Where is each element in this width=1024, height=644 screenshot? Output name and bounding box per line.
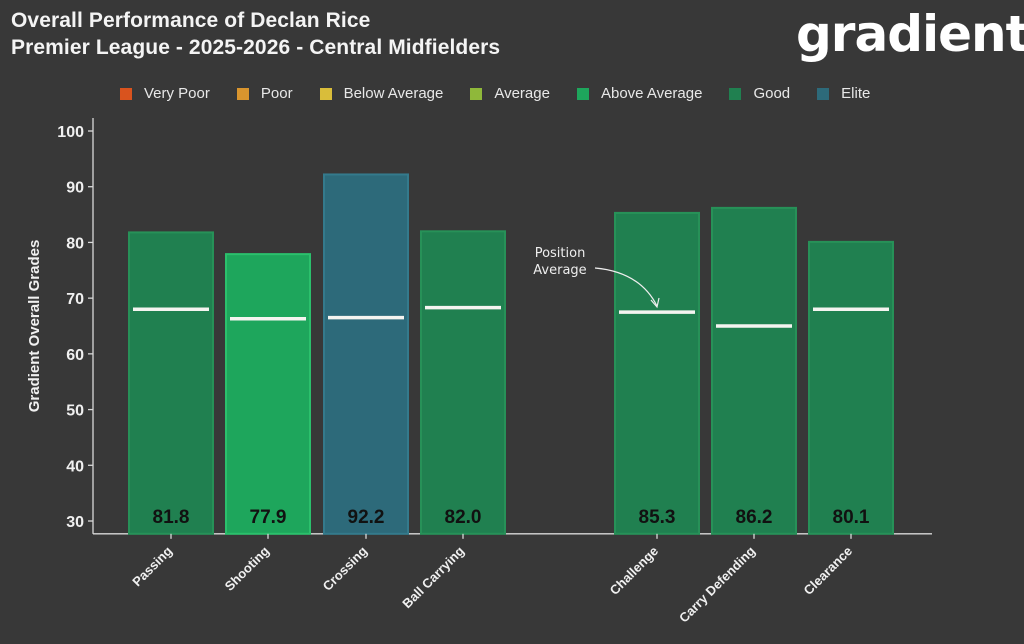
legend-label: Average xyxy=(494,85,550,102)
value-label: 92.2 xyxy=(348,507,385,528)
value-label: 82.0 xyxy=(445,507,482,528)
y-tick-label: 60 xyxy=(66,347,84,364)
value-label: 85.3 xyxy=(639,507,676,528)
x-tick-label: Shooting xyxy=(222,543,272,593)
y-tick-label: 30 xyxy=(66,514,84,531)
y-tick-label: 100 xyxy=(57,124,84,141)
title-line-1: Overall Performance of Declan Rice xyxy=(11,9,371,32)
y-tick-label: 90 xyxy=(66,180,84,197)
chart-title: Overall Performance of Declan Rice Premi… xyxy=(11,7,500,61)
legend-item-poor: Poor xyxy=(236,85,293,102)
value-label: 80.1 xyxy=(833,507,870,528)
annotation-arrowhead-icon xyxy=(650,297,660,309)
legend-swatch xyxy=(470,87,483,100)
annotation-text: Average xyxy=(533,263,586,278)
x-tick-label: Clearance xyxy=(801,543,856,598)
legend-item-average: Average xyxy=(470,85,550,102)
legend-label: Good xyxy=(753,85,791,102)
bar-clearance xyxy=(808,240,894,535)
title-line-2: Premier League - 2025-2026 - Central Mid… xyxy=(11,36,501,59)
legend-item-good: Good xyxy=(729,85,790,102)
bar-shooting xyxy=(225,253,311,535)
legend-swatch xyxy=(120,87,132,100)
legend-swatch xyxy=(236,87,249,100)
bar-ball-carrying xyxy=(420,230,506,535)
value-label: 77.9 xyxy=(250,507,287,528)
gradient-logo: gradient xyxy=(796,5,1024,63)
legend-swatch xyxy=(576,87,589,100)
x-tick-label: Ball Carrying xyxy=(399,543,467,611)
legend-item-very-poor: Very Poor xyxy=(120,85,210,102)
bar-challenge xyxy=(614,211,700,535)
legend-label: Above Average xyxy=(600,85,703,102)
legend-swatch xyxy=(817,87,830,100)
y-tick-label: 50 xyxy=(66,403,84,420)
legend-label: Elite xyxy=(841,85,871,102)
annotation-arrow xyxy=(594,267,658,307)
y-tick-label: 80 xyxy=(66,235,84,252)
value-label: 86.2 xyxy=(736,507,773,528)
x-tick-label: Crossing xyxy=(320,543,370,593)
legend-item-below-average: Below Average xyxy=(319,85,444,102)
y-tick-label: 70 xyxy=(66,291,84,308)
x-tick-label: Carry Defending xyxy=(676,543,758,625)
bar-crossing xyxy=(323,173,409,535)
annotation-text: Position xyxy=(535,246,586,261)
legend-label: Poor xyxy=(260,85,293,102)
bar-carry-defending xyxy=(711,206,797,535)
legend-label: Below Average xyxy=(343,85,444,102)
legend-swatch xyxy=(729,87,742,100)
legend-swatch xyxy=(319,87,332,100)
x-tick-label: Challenge xyxy=(607,543,662,598)
value-label: 81.8 xyxy=(153,507,190,528)
y-tick-label: 40 xyxy=(66,458,84,475)
y-axis-label: Gradient Overall Grades xyxy=(26,240,43,413)
legend-item-above-average: Above Average xyxy=(576,85,703,102)
bar-passing xyxy=(128,231,214,535)
x-tick-label: Passing xyxy=(129,543,175,589)
chart-legend: Very Poor Poor Below Average Average Above A… xyxy=(120,85,897,102)
legend-label: Very Poor xyxy=(144,85,210,102)
legend-item-elite: Elite xyxy=(817,85,870,102)
